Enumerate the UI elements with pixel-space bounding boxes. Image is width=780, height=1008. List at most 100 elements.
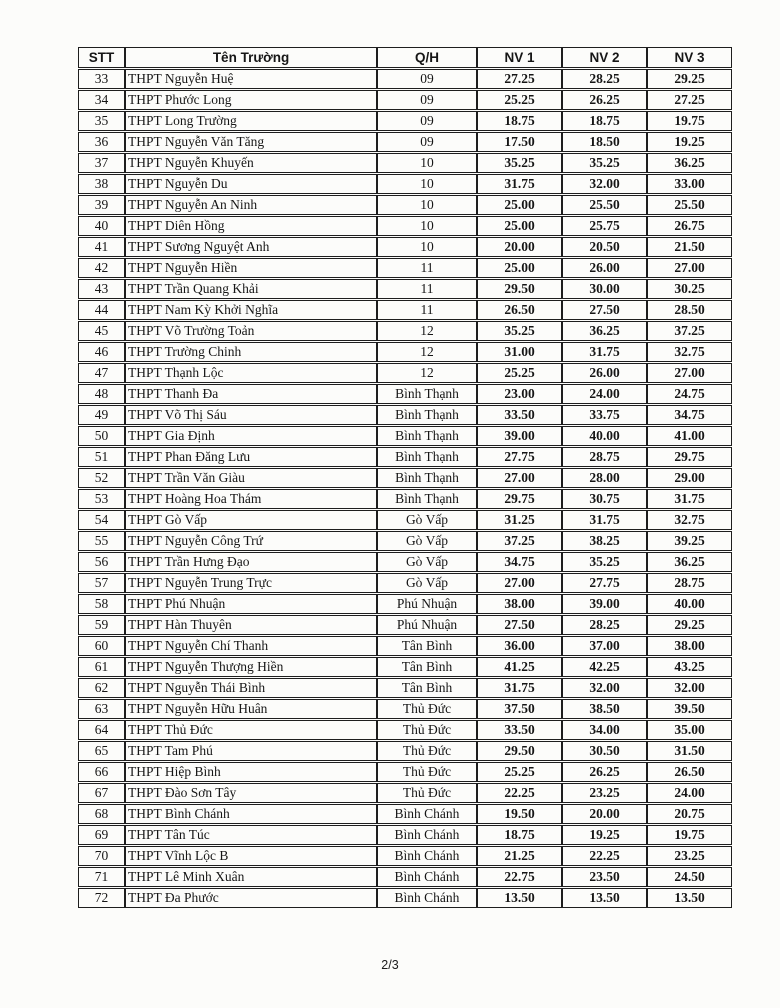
cell-school: THPT Nguyễn Hiền bbox=[125, 258, 377, 278]
cell-qh: 10 bbox=[377, 174, 477, 194]
table-row: 41 THPT Sương Nguyệt Anh 10 20.00 20.50 21.50 bbox=[78, 237, 732, 257]
cell-qh: Bình Thạnh bbox=[377, 405, 477, 425]
cell-nv1: 25.25 bbox=[477, 762, 562, 782]
cell-school: THPT Nguyễn Du bbox=[125, 174, 377, 194]
cell-school: THPT Phú Nhuận bbox=[125, 594, 377, 614]
cell-nv3: 19.75 bbox=[647, 825, 732, 845]
cell-nv3: 13.50 bbox=[647, 888, 732, 908]
cell-nv3: 20.75 bbox=[647, 804, 732, 824]
table-row: 63 THPT Nguyễn Hữu Huân Thủ Đức 37.50 38.50 3… bbox=[78, 699, 732, 719]
cell-qh: 11 bbox=[377, 300, 477, 320]
cell-stt: 70 bbox=[78, 846, 125, 866]
cell-qh: Bình Chánh bbox=[377, 888, 477, 908]
cell-school: THPT Nguyễn Công Trứ bbox=[125, 531, 377, 551]
cell-stt: 55 bbox=[78, 531, 125, 551]
cell-school: THPT Nguyễn Trung Trực bbox=[125, 573, 377, 593]
cell-nv2: 38.25 bbox=[562, 531, 647, 551]
cell-school: THPT Nguyễn Hữu Huân bbox=[125, 699, 377, 719]
table-row: 71 THPT Lê Minh Xuân Bình Chánh 22.75 23.50 2… bbox=[78, 867, 732, 887]
cell-nv1: 27.00 bbox=[477, 468, 562, 488]
table-row: 50 THPT Gia Định Bình Thạnh 39.00 40.00 41.00 bbox=[78, 426, 732, 446]
table-row: 72 THPT Đa Phước Bình Chánh 13.50 13.50 13.50 bbox=[78, 888, 732, 908]
cell-stt: 47 bbox=[78, 363, 125, 383]
cell-nv1: 25.25 bbox=[477, 363, 562, 383]
table-row: 38 THPT Nguyễn Du 10 31.75 32.00 33.00 bbox=[78, 174, 732, 194]
cell-stt: 69 bbox=[78, 825, 125, 845]
cell-nv1: 13.50 bbox=[477, 888, 562, 908]
cell-school: THPT Nguyễn Văn Tăng bbox=[125, 132, 377, 152]
cell-qh: Thủ Đức bbox=[377, 720, 477, 740]
cell-qh: Gò Vấp bbox=[377, 573, 477, 593]
cell-nv2: 30.75 bbox=[562, 489, 647, 509]
cell-school: THPT Thanh Đa bbox=[125, 384, 377, 404]
cell-nv2: 22.25 bbox=[562, 846, 647, 866]
cell-nv3: 24.00 bbox=[647, 783, 732, 803]
cell-nv1: 35.25 bbox=[477, 153, 562, 173]
cell-stt: 58 bbox=[78, 594, 125, 614]
cell-nv3: 34.75 bbox=[647, 405, 732, 425]
cell-nv3: 25.50 bbox=[647, 195, 732, 215]
cell-stt: 72 bbox=[78, 888, 125, 908]
cell-school: THPT Hàn Thuyên bbox=[125, 615, 377, 635]
cell-nv1: 31.25 bbox=[477, 510, 562, 530]
table-row: 67 THPT Đào Sơn Tây Thủ Đức 22.25 23.25 24.00 bbox=[78, 783, 732, 803]
cell-nv3: 41.00 bbox=[647, 426, 732, 446]
cell-stt: 51 bbox=[78, 447, 125, 467]
header-nv2: NV 2 bbox=[562, 47, 647, 68]
cell-nv1: 18.75 bbox=[477, 825, 562, 845]
cell-nv3: 29.75 bbox=[647, 447, 732, 467]
cell-nv3: 37.25 bbox=[647, 321, 732, 341]
table-row: 61 THPT Nguyễn Thượng Hiền Tân Bình 41.25 42… bbox=[78, 657, 732, 677]
cell-nv3: 39.25 bbox=[647, 531, 732, 551]
cell-stt: 46 bbox=[78, 342, 125, 362]
cell-nv2: 20.50 bbox=[562, 237, 647, 257]
cell-nv2: 40.00 bbox=[562, 426, 647, 446]
cell-nv1: 39.00 bbox=[477, 426, 562, 446]
table-row: 68 THPT Bình Chánh Bình Chánh 19.50 20.00 20.… bbox=[78, 804, 732, 824]
cell-school: THPT Phước Long bbox=[125, 90, 377, 110]
cell-stt: 35 bbox=[78, 111, 125, 131]
cell-nv2: 30.00 bbox=[562, 279, 647, 299]
cell-nv3: 29.25 bbox=[647, 615, 732, 635]
cell-school: THPT Diên Hồng bbox=[125, 216, 377, 236]
table-row: 45 THPT Võ Trường Toản 12 35.25 36.25 37.25 bbox=[78, 321, 732, 341]
cell-nv1: 22.25 bbox=[477, 783, 562, 803]
cell-nv2: 30.50 bbox=[562, 741, 647, 761]
cell-stt: 65 bbox=[78, 741, 125, 761]
cell-stt: 42 bbox=[78, 258, 125, 278]
cell-qh: 10 bbox=[377, 153, 477, 173]
cell-nv3: 26.50 bbox=[647, 762, 732, 782]
table-row: 58 THPT Phú Nhuận Phú Nhuận 38.00 39.00 40.00 bbox=[78, 594, 732, 614]
table-row: 35 THPT Long Trường 09 18.75 18.75 19.75 bbox=[78, 111, 732, 131]
cell-nv2: 28.75 bbox=[562, 447, 647, 467]
table-row: 70 THPT Vĩnh Lộc B Bình Chánh 21.25 22.25 23.… bbox=[78, 846, 732, 866]
header-school: Tên Trường bbox=[125, 47, 377, 68]
cell-school: THPT Lê Minh Xuân bbox=[125, 867, 377, 887]
cell-qh: Thủ Đức bbox=[377, 699, 477, 719]
cell-qh: Thủ Đức bbox=[377, 762, 477, 782]
cell-school: THPT Trường Chinh bbox=[125, 342, 377, 362]
header-row: STT Tên Trường Q/H NV 1 NV 2 NV 3 bbox=[78, 47, 732, 68]
cell-nv1: 35.25 bbox=[477, 321, 562, 341]
cell-qh: Tân Bình bbox=[377, 678, 477, 698]
cell-school: THPT Nam Kỳ Khởi Nghĩa bbox=[125, 300, 377, 320]
header-nv3: NV 3 bbox=[647, 47, 732, 68]
cell-nv3: 31.75 bbox=[647, 489, 732, 509]
table-row: 57 THPT Nguyễn Trung Trực Gò Vấp 27.00 27.75… bbox=[78, 573, 732, 593]
cell-qh: Tân Bình bbox=[377, 657, 477, 677]
table-row: 47 THPT Thạnh Lộc 12 25.25 26.00 27.00 bbox=[78, 363, 732, 383]
cell-nv2: 28.00 bbox=[562, 468, 647, 488]
cell-school: THPT Trần Hưng Đạo bbox=[125, 552, 377, 572]
table-row: 36 THPT Nguyễn Văn Tăng 09 17.50 18.50 19.25 bbox=[78, 132, 732, 152]
cell-stt: 54 bbox=[78, 510, 125, 530]
cell-nv2: 31.75 bbox=[562, 510, 647, 530]
cell-nv1: 20.00 bbox=[477, 237, 562, 257]
cell-nv3: 32.75 bbox=[647, 342, 732, 362]
cell-nv2: 28.25 bbox=[562, 69, 647, 89]
cell-qh: Bình Thạnh bbox=[377, 447, 477, 467]
table-row: 60 THPT Nguyễn Chí Thanh Tân Bình 36.00 37.0… bbox=[78, 636, 732, 656]
cell-stt: 40 bbox=[78, 216, 125, 236]
cell-nv3: 26.75 bbox=[647, 216, 732, 236]
cell-nv2: 25.75 bbox=[562, 216, 647, 236]
